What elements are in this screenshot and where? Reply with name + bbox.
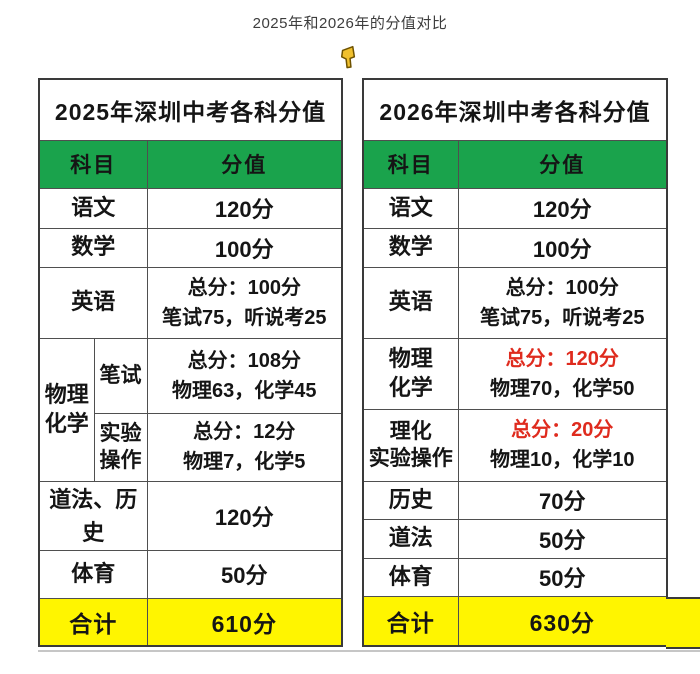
table-2026: 2026年深圳中考各科分值 科目 分值 语文 120分 数学 100分 英语 总… bbox=[362, 78, 669, 647]
table-2026-title: 2026年深圳中考各科分值 bbox=[362, 78, 668, 141]
score-written-exam-detail: 物理63，化学45 bbox=[172, 379, 317, 402]
score-morality: 50分 bbox=[457, 518, 668, 559]
score-written-exam: 总分：108分 物理63，化学45 bbox=[146, 337, 343, 414]
score-physics-chemistry-total-highlighted: 总分：120分 bbox=[505, 347, 619, 370]
table-row: 科目 分值 bbox=[362, 139, 668, 189]
score-math: 100分 bbox=[146, 227, 343, 268]
table-row: 实验 操作 总分：12分 物理7，化学5 bbox=[39, 412, 343, 482]
table-row: 语文 120分 bbox=[362, 187, 668, 229]
table-row: 道法 50分 bbox=[362, 518, 668, 559]
score-experiment: 总分：12分 物理7，化学5 bbox=[146, 412, 343, 482]
score-chinese: 120分 bbox=[146, 187, 343, 229]
total-row: 合计 610分 bbox=[38, 597, 343, 647]
column-header-subject: 科目 bbox=[362, 139, 459, 189]
subject-chinese: 语文 bbox=[362, 187, 459, 229]
hand-cursor-icon bbox=[338, 44, 360, 74]
table-2025: 2025年深圳中考各科分值 科目 分值 语文 120分 数学 100分 英语 总… bbox=[38, 78, 344, 647]
column-header-score: 分值 bbox=[146, 139, 343, 189]
table-row: 理化 实验操作 总分：20分 物理10，化学10 bbox=[362, 408, 668, 482]
table-row: 科目 分值 bbox=[38, 139, 343, 189]
score-morality-history: 120分 bbox=[146, 480, 343, 551]
subject-math: 数学 bbox=[362, 227, 459, 268]
score-english: 总分：100分 笔试75，听说考25 bbox=[457, 266, 668, 339]
table-row: 历史 70分 bbox=[362, 480, 668, 520]
hand-cursor-icon-svg bbox=[340, 45, 356, 69]
table-row: 2026年深圳中考各科分值 bbox=[362, 78, 668, 141]
table-row: 物理 化学 总分：120分 物理70，化学50 bbox=[362, 337, 668, 410]
score-english-detail: 笔试75，听说考25 bbox=[162, 306, 327, 329]
total-score: 630分 bbox=[457, 595, 668, 647]
table-row: 英语 总分：100分 笔试75，听说考25 bbox=[362, 266, 668, 339]
score-pe: 50分 bbox=[457, 557, 668, 597]
subject-english: 英语 bbox=[362, 266, 459, 339]
subject-pe: 体育 bbox=[362, 557, 459, 597]
score-chinese: 120分 bbox=[457, 187, 668, 229]
table-row: 体育 50分 bbox=[38, 549, 343, 599]
sub-label-written-exam: 笔试 bbox=[93, 337, 148, 414]
score-lab-experiment-total-highlighted: 总分：20分 bbox=[511, 419, 614, 441]
total-label: 合计 bbox=[38, 597, 148, 647]
subject-history: 历史 bbox=[362, 480, 459, 520]
subject-physics-chemistry: 物理 化学 bbox=[38, 337, 95, 482]
score-physics-chemistry: 总分：120分 物理70，化学50 bbox=[457, 337, 668, 410]
total-label: 合计 bbox=[362, 595, 459, 647]
table-row: 语文 120分 bbox=[38, 187, 343, 229]
subject-math: 数学 bbox=[38, 227, 148, 268]
score-english-total: 总分：100分 bbox=[505, 276, 619, 299]
table-row: 道法、历史 120分 bbox=[38, 480, 343, 551]
score-pe: 50分 bbox=[146, 549, 343, 599]
table-row: 数学 100分 bbox=[38, 227, 343, 268]
score-experiment-total: 总分：12分 bbox=[193, 421, 296, 443]
total-row: 合计 630分 bbox=[362, 595, 668, 647]
score-written-exam-total: 总分：108分 bbox=[187, 349, 301, 372]
subject-physics-chemistry: 物理 化学 bbox=[362, 337, 459, 410]
subject-lab-experiment: 理化 实验操作 bbox=[362, 408, 459, 482]
score-lab-experiment-detail: 物理10，化学10 bbox=[490, 449, 635, 471]
sub-label-experiment: 实验 操作 bbox=[93, 412, 148, 482]
subject-english: 英语 bbox=[38, 266, 148, 339]
table-bottom-shadow bbox=[38, 650, 700, 652]
score-english-detail: 笔试75，听说考25 bbox=[480, 306, 645, 329]
score-experiment-detail: 物理7，化学5 bbox=[183, 451, 306, 473]
table-row: 2025年深圳中考各科分值 bbox=[38, 78, 343, 141]
score-lab-experiment: 总分：20分 物理10，化学10 bbox=[457, 408, 668, 482]
score-english: 总分：100分 笔试75，听说考25 bbox=[146, 266, 343, 339]
table-row: 物理 化学 笔试 总分：108分 物理63，化学45 bbox=[38, 337, 343, 482]
score-physics-chemistry-detail: 物理70，化学50 bbox=[490, 377, 635, 400]
page-title: 2025年和2026年的分值对比 bbox=[252, 15, 448, 32]
table-2025-title: 2025年深圳中考各科分值 bbox=[38, 78, 343, 141]
subject-morality-history: 道法、历史 bbox=[38, 480, 148, 551]
subject-chinese: 语文 bbox=[38, 187, 148, 229]
subject-morality: 道法 bbox=[362, 518, 459, 559]
table-row: 体育 50分 bbox=[362, 557, 668, 597]
score-math: 100分 bbox=[457, 227, 668, 268]
table-row: 英语 总分：100分 笔试75，听说考25 bbox=[38, 266, 343, 339]
yellow-edge-bleed bbox=[666, 597, 700, 649]
subject-pe: 体育 bbox=[38, 549, 148, 599]
column-header-subject: 科目 bbox=[38, 139, 148, 189]
score-english-total: 总分：100分 bbox=[187, 276, 301, 299]
score-history: 70分 bbox=[457, 480, 668, 520]
total-score: 610分 bbox=[146, 597, 343, 647]
table-row: 数学 100分 bbox=[362, 227, 668, 268]
column-header-score: 分值 bbox=[457, 139, 668, 189]
